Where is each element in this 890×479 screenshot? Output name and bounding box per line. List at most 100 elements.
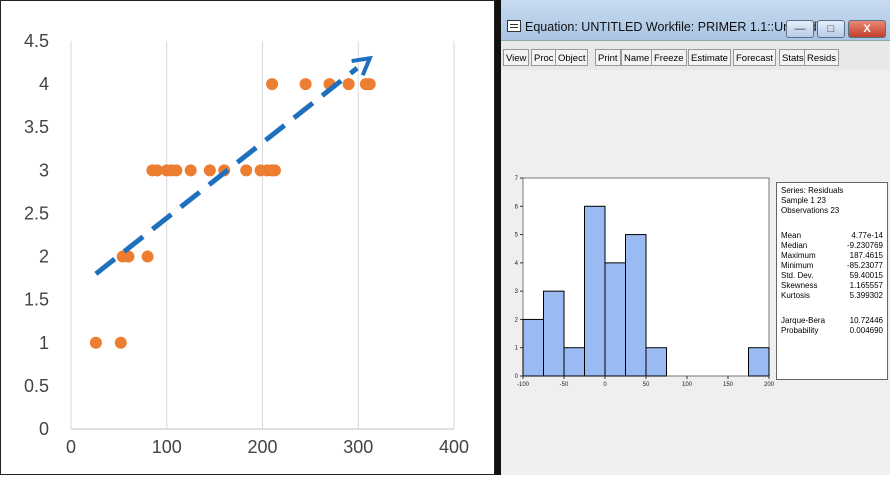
eviews-equation-window: Equation: UNTITLED Workfile: PRIMER 1.1:…	[501, 0, 890, 475]
y-tick-label: 7	[515, 176, 519, 182]
scatter-point	[268, 164, 281, 177]
stat-label: Kurtosis	[781, 291, 810, 300]
y-tick-label: 0	[515, 374, 519, 380]
x-tick-label: 50	[643, 382, 650, 388]
y-tick-label: 2	[515, 317, 519, 323]
histogram-bar	[748, 347, 770, 377]
stat-label: Probability	[781, 326, 819, 335]
histogram-bar	[625, 234, 647, 377]
freeze-button[interactable]: Freeze	[651, 49, 687, 66]
x-tick-label: 200	[764, 382, 775, 388]
y-tick-label: 5	[515, 233, 519, 239]
x-tick-label: 400	[439, 437, 469, 457]
y-tick-label: 1	[39, 333, 49, 353]
stat-value: 59.40015	[849, 271, 883, 280]
scatter-point	[203, 164, 216, 177]
y-tick-label: 4	[515, 261, 519, 267]
scatter-chart-panel: 0 100 200 300 400 0 0.5 1 1.5 2 2.5 3 3.5 4 4.5	[0, 0, 495, 475]
panel-divider	[495, 0, 501, 475]
trend-arrow-shaft	[94, 66, 359, 276]
trend-arrow-head	[351, 55, 373, 76]
minimize-button[interactable]: —	[786, 20, 814, 38]
scatter-point	[299, 78, 312, 91]
name-button[interactable]: Name	[621, 49, 653, 66]
resids-button[interactable]: Resids	[804, 49, 840, 66]
scatter-point	[342, 78, 355, 91]
histogram-bar	[522, 318, 544, 377]
scatter-point	[240, 164, 253, 177]
print-button[interactable]: Print	[595, 49, 621, 66]
forecast-button[interactable]: Forecast	[733, 49, 776, 66]
stat-value: 0.004690	[849, 326, 883, 335]
x-tick-label: 100	[152, 437, 182, 457]
y-tick-label: 4.5	[24, 31, 49, 51]
x-tick-label: 200	[247, 437, 277, 457]
stat-label: Minimum	[781, 261, 814, 270]
scatter-point	[141, 250, 154, 263]
window-menu-icon[interactable]	[507, 20, 521, 32]
stats-header-obs: Observations 23	[781, 206, 840, 215]
residual-stats-box: Series: Residuals Sample 1 23 Observatio…	[776, 182, 888, 380]
histogram-bar	[584, 205, 606, 377]
stats-header-series: Series: Residuals	[781, 186, 844, 195]
stat-label: Mean	[781, 231, 802, 240]
scatter-chart: 0 100 200 300 400 0 0.5 1 1.5 2 2.5 3 3.5 4 4.5	[24, 31, 469, 457]
scatter-point	[184, 164, 197, 177]
stat-row: Std. Dev. 59.40015	[781, 271, 883, 281]
y-tick-label: 0	[39, 419, 49, 439]
x-tick-label: 0	[603, 382, 607, 388]
stat-row: Kurtosis 5.399302	[781, 291, 883, 301]
y-tick-label: 6	[515, 204, 519, 210]
stat-value: -85.23077	[846, 261, 883, 270]
x-tick-label: 100	[682, 382, 693, 388]
stats-header-sample: Sample 1 23	[781, 196, 826, 205]
equation-toolbar: View Proc Object Print Name Freeze Estim…	[501, 49, 890, 67]
scatter-point	[266, 78, 279, 91]
stat-row: Maximum 187.4615	[781, 251, 883, 261]
stat-value: 4.77e-14	[851, 231, 883, 240]
view-button[interactable]: View	[503, 49, 530, 66]
scatter-point	[114, 336, 127, 349]
histogram-bar	[645, 347, 667, 377]
close-button[interactable]: X	[848, 20, 886, 38]
object-button[interactable]: Object	[555, 49, 589, 66]
stat-value: 5.399302	[849, 291, 883, 300]
stat-value: 10.72446	[849, 316, 883, 325]
stat-value: 1.165557	[849, 281, 883, 290]
scatter-point	[122, 250, 135, 263]
stat-label: Median	[781, 241, 808, 250]
histogram-bar	[543, 290, 565, 377]
stat-label: Jarque-Bera	[781, 316, 826, 325]
y-tick-label: 4	[39, 74, 49, 94]
x-tick-label: 300	[343, 437, 373, 457]
stat-label: Std. Dev.	[781, 271, 814, 280]
y-tick-label: 0.5	[24, 376, 49, 396]
y-tick-label: 3	[515, 289, 519, 295]
y-tick-label: 1	[515, 346, 519, 352]
y-tick-label: 3.5	[24, 117, 49, 137]
stat-row: Mean 4.77e-14	[781, 231, 883, 241]
x-tick-label: -50	[560, 382, 569, 388]
y-tick-label: 2.5	[24, 203, 49, 223]
stat-row: Probability 0.004690	[781, 326, 883, 336]
scatter-point	[89, 336, 102, 349]
estimate-button[interactable]: Estimate	[688, 49, 731, 66]
scatter-point	[363, 78, 376, 91]
x-tick-label: 150	[723, 382, 734, 388]
y-tick-label: 3	[39, 160, 49, 180]
window-titlebar[interactable]: Equation: UNTITLED Workfile: PRIMER 1.1:…	[501, 0, 890, 41]
x-tick-label: -100	[517, 382, 530, 388]
scatter-point	[151, 164, 164, 177]
y-tick-label: 2	[39, 247, 49, 267]
x-tick-label: 0	[66, 437, 76, 457]
maximize-button[interactable]: □	[817, 20, 845, 38]
stat-label: Maximum	[781, 251, 816, 260]
stat-value: -9.230769	[846, 241, 883, 250]
stat-value: 187.4615	[849, 251, 883, 260]
stat-label: Skewness	[781, 281, 818, 290]
scatter-point	[170, 164, 183, 177]
stat-row: Minimum -85.23077	[781, 261, 883, 271]
y-tick-label: 1.5	[24, 290, 49, 310]
stat-row: Skewness 1.165557	[781, 281, 883, 291]
window-title: Equation: UNTITLED Workfile: PRIMER 1.1:…	[525, 20, 821, 34]
